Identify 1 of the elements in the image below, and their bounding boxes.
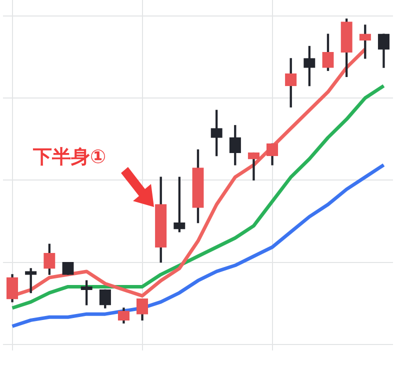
annotation: 下半身①	[33, 145, 106, 170]
